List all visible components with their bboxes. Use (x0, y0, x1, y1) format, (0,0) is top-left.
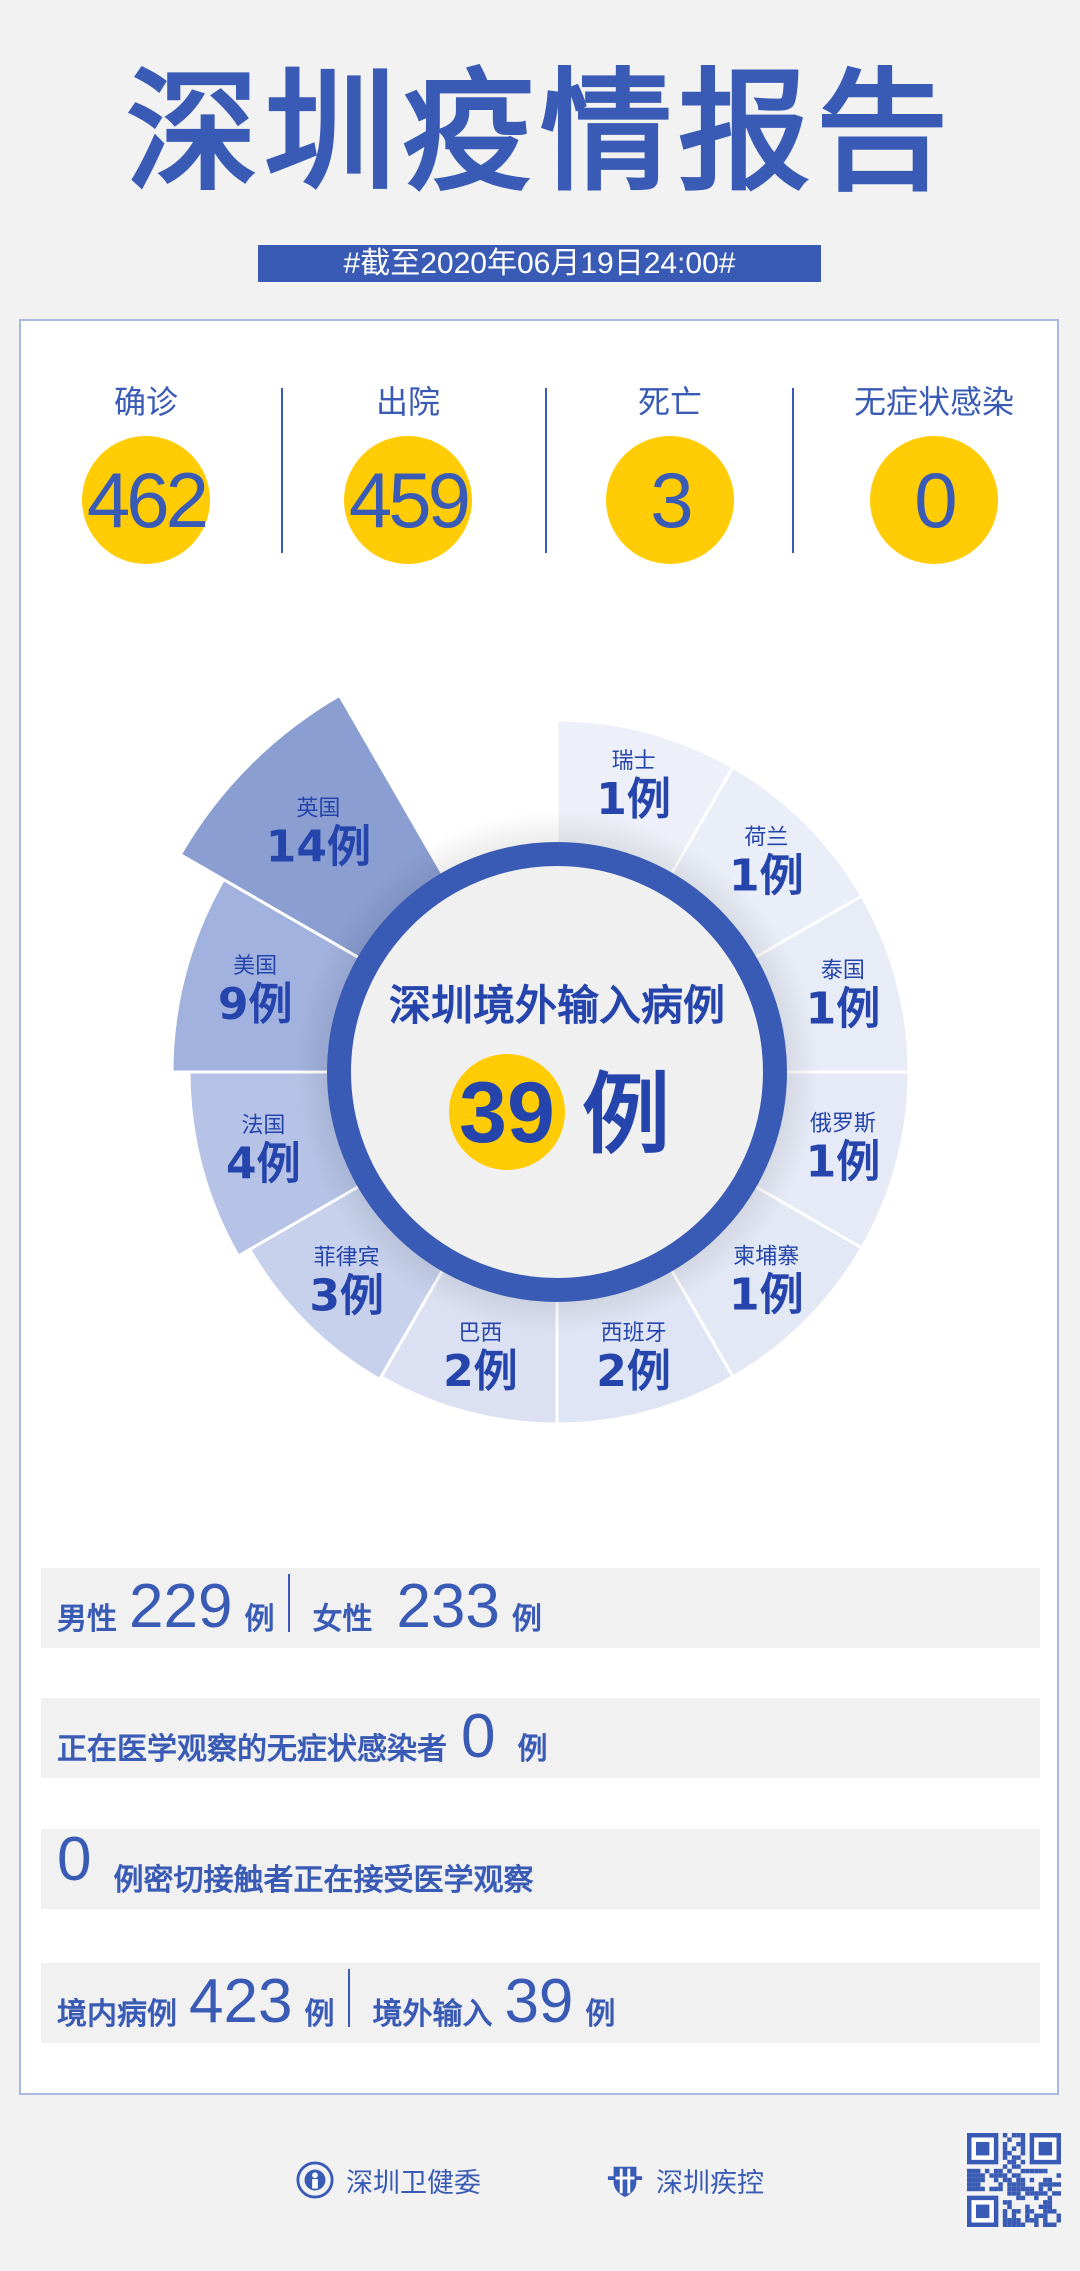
segment-country-label: 俄罗斯 (810, 1112, 876, 1137)
imported-cases-ring-chart: 深圳境外输入病例 39 例 瑞士1例荷兰1例泰国1例俄罗斯1例柬埔寨1例西班牙2… (170, 693, 911, 1426)
stat-value: 0 (870, 436, 998, 564)
imported-count: 39 (504, 1967, 574, 2036)
org1-name: 深圳卫健委 (346, 2167, 481, 2199)
female-count: 233 (396, 1572, 500, 1641)
unit: 例 (304, 1997, 335, 2032)
contacts-row: 0 例密切接触者正在接受医学观察 (41, 1829, 1040, 1909)
segment-count-label: 3例 (309, 1270, 384, 1321)
stat-label: 死亡 (637, 383, 702, 421)
segment-country-label: 西班牙 (601, 1321, 667, 1346)
segment-count-label: 2例 (596, 1346, 671, 1397)
segment-count-label: 14例 (266, 821, 371, 872)
segment-country-label: 英国 (296, 796, 340, 821)
segment-country-label: 菲律宾 (314, 1245, 380, 1270)
segment-count-label: 1例 (729, 1269, 804, 1320)
cdc-shield-logo-icon (607, 2166, 643, 2198)
divider (281, 388, 283, 553)
segment-count-label: 9例 (218, 979, 293, 1030)
local-label: 境内病例 (57, 1997, 177, 2032)
segment-count-label: 1例 (806, 1137, 881, 1188)
footer-org-health-commission: 深圳卫健委 (296, 2158, 481, 2202)
local-count: 423 (189, 1967, 293, 2036)
divider (545, 388, 547, 553)
segment-count-label: 1例 (729, 851, 804, 902)
center-title: 深圳境外输入病例 (389, 981, 725, 1030)
segment-country-label: 瑞士 (612, 749, 656, 774)
stat-discharged: 出院 459 (298, 380, 518, 564)
segment-count-label: 4例 (226, 1139, 301, 1190)
male-label: 男性 (57, 1602, 117, 1637)
stat-label: 无症状感染 (853, 383, 1014, 421)
health-commission-logo-icon (296, 2161, 334, 2199)
unit: 例 (585, 1997, 616, 2032)
male-count: 229 (129, 1572, 233, 1641)
unit: 例 (244, 1602, 275, 1637)
asymptomatic-count: 0 (461, 1702, 496, 1771)
stat-confirmed: 确诊 462 (36, 380, 256, 564)
center-unit: 例 (582, 1063, 670, 1166)
org2-name: 深圳疾控 (656, 2167, 764, 2199)
total-highlight-circle (449, 1054, 565, 1170)
segment-country-label: 柬埔寨 (733, 1244, 799, 1269)
divider (792, 388, 794, 553)
contacts-label: 例密切接触者正在接受医学观察 (113, 1863, 534, 1898)
segment-country-label: 荷兰 (744, 826, 788, 851)
center-circle (327, 842, 787, 1302)
stat-value: 3 (606, 436, 734, 564)
contacts-count: 0 (57, 1825, 92, 1894)
page-title: 深圳疫情报告 (126, 56, 954, 210)
stat-asymptomatic: 无症状感染 0 (824, 380, 1044, 564)
center-inner-line (343, 858, 771, 1286)
segment-country-label: 法国 (241, 1114, 285, 1139)
stat-value: 462 (82, 436, 210, 564)
center-total: 39 (459, 1065, 555, 1161)
qr-code-icon[interactable] (967, 2133, 1061, 2227)
imported-label: 境外输入 (372, 1997, 493, 2032)
segment-country-label: 美国 (233, 954, 277, 979)
date-banner: #截至2020年06月19日24:00# (258, 245, 821, 282)
divider (288, 1574, 291, 1632)
segment-count-label: 1例 (596, 774, 671, 825)
footer-org-cdc: 深圳疾控 (606, 2158, 764, 2202)
segment-count-label: 1例 (806, 983, 881, 1034)
divider (348, 1969, 351, 2027)
segment-country-label: 泰国 (821, 958, 865, 983)
stat-label: 确诊 (113, 383, 178, 421)
origin-row: 境内病例 423 例 境外输入 39 例 (41, 1963, 1040, 2043)
stat-deaths: 死亡 3 (560, 380, 780, 564)
stat-value: 459 (344, 436, 472, 564)
asymptomatic-label: 正在医学观察的无症状感染者 (57, 1732, 447, 1767)
female-label: 女性 (312, 1602, 373, 1637)
stat-label: 出院 (375, 383, 440, 421)
unit: 例 (511, 1602, 542, 1637)
unit: 例 (517, 1732, 548, 1767)
segment-country-label: 巴西 (458, 1321, 502, 1346)
asymptomatic-row: 正在医学观察的无症状感染者 0 例 (41, 1698, 1040, 1778)
segment-count-label: 2例 (443, 1346, 518, 1397)
gender-row: 男性 229 例 女性 233 例 (41, 1568, 1040, 1648)
